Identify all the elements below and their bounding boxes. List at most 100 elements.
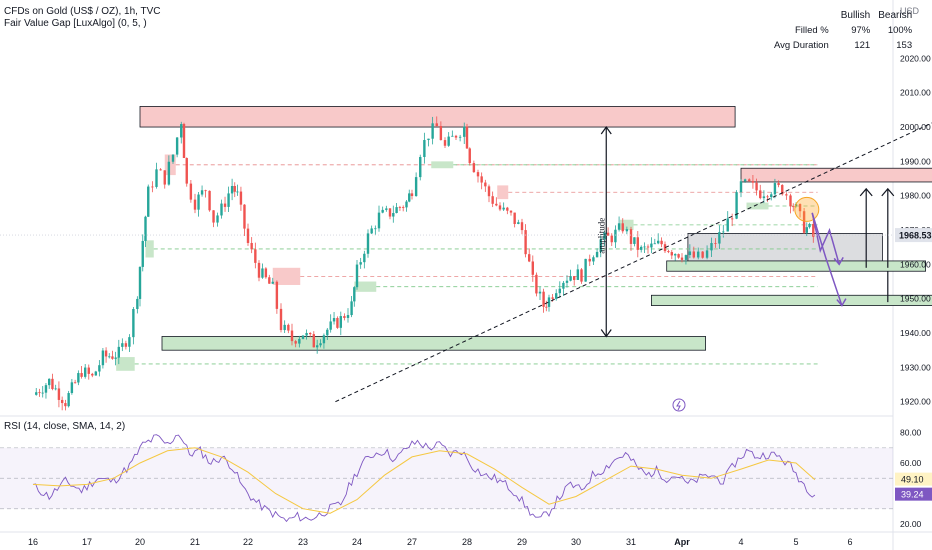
candle-body xyxy=(603,232,606,240)
symbol-legend[interactable]: CFDs on Gold (US$ / OZ), 1h, TVC xyxy=(4,6,161,17)
candle-body xyxy=(141,240,144,267)
amplitude-label: amplitude xyxy=(596,218,606,254)
candle-body xyxy=(751,181,755,183)
candle-body xyxy=(528,254,531,262)
candle-body xyxy=(38,392,41,394)
candle-body xyxy=(339,316,342,328)
candle-body xyxy=(77,373,80,383)
candle-body xyxy=(271,281,274,284)
rsi-ma-tag xyxy=(895,472,932,486)
candle-body xyxy=(73,382,77,384)
rsi-legend[interactable]: RSI (14, close, SMA, 14, 2) xyxy=(4,421,126,432)
candle-body xyxy=(730,218,734,220)
projection-path xyxy=(811,212,840,265)
zone-bullish xyxy=(161,336,706,351)
candle-body xyxy=(212,210,215,223)
candle-body xyxy=(808,223,811,228)
fvg-box-bullish xyxy=(116,357,135,371)
candle-body xyxy=(294,341,297,344)
stats-cell: 100% xyxy=(887,25,913,36)
candle-body xyxy=(480,176,483,183)
candle-body xyxy=(495,203,498,206)
candle-body xyxy=(121,343,124,347)
candle-body xyxy=(722,231,725,233)
candle-body xyxy=(610,235,613,243)
candle-body xyxy=(714,243,717,244)
candle-body xyxy=(617,223,621,230)
candle-body xyxy=(182,124,186,159)
candle-body xyxy=(189,183,193,200)
candle-body xyxy=(650,243,653,248)
stats-row-label: Avg Duration xyxy=(774,40,829,51)
fvg-box-bullish xyxy=(354,281,377,292)
candle-body xyxy=(250,242,253,250)
candle-body xyxy=(667,251,670,253)
zone-bullish xyxy=(651,294,932,306)
candle-body xyxy=(377,212,381,229)
candle-body xyxy=(766,196,769,198)
candle-body xyxy=(57,388,61,400)
candle-body xyxy=(792,206,795,208)
candle-body xyxy=(41,392,44,394)
candle-body xyxy=(812,223,815,237)
candle-body xyxy=(506,207,509,211)
candle-body xyxy=(562,282,565,289)
candle-body xyxy=(408,193,411,202)
candle-body xyxy=(132,309,135,338)
candle-body xyxy=(312,334,315,348)
candle-body xyxy=(326,329,329,336)
price-tick-label: 2020.00 xyxy=(900,53,931,63)
time-tick-label: 4 xyxy=(738,537,743,547)
time-tick-label: 6 xyxy=(847,537,852,547)
candle-body xyxy=(227,193,230,207)
zone-neutral xyxy=(687,233,883,262)
candle-body xyxy=(423,140,426,158)
candle-body xyxy=(54,388,57,390)
candle-body xyxy=(660,240,663,245)
candle-body xyxy=(223,203,227,207)
candle-body xyxy=(726,218,729,232)
price-tick-label: 1950.00 xyxy=(900,294,931,304)
indicator-legend[interactable]: Fair Value Gap [LuxAlgo] (0, 5, ) xyxy=(4,18,147,29)
candle-body xyxy=(147,186,150,217)
rsi-tick-label: 20.00 xyxy=(900,519,922,529)
zone-bullish xyxy=(666,260,927,272)
candle-body xyxy=(388,208,392,217)
time-tick-label: 29 xyxy=(517,537,527,547)
candle-body xyxy=(451,135,454,137)
candle-body xyxy=(94,371,98,376)
candle-body xyxy=(381,209,384,213)
candle-body xyxy=(580,269,583,282)
candle-body xyxy=(114,357,117,359)
candle-body xyxy=(468,148,471,164)
time-tick-label: 16 xyxy=(28,537,38,547)
candle-body xyxy=(653,243,656,245)
candle-body xyxy=(643,246,646,248)
rsi-ma-line xyxy=(32,447,816,514)
zone-bearish xyxy=(139,106,736,128)
projection-path xyxy=(811,212,843,306)
candle-body xyxy=(315,345,319,348)
stats-cell: 153 xyxy=(896,40,913,51)
candle-body xyxy=(465,126,469,149)
candle-body xyxy=(431,123,434,139)
candle-body xyxy=(487,186,491,197)
stats-col-bullish: Bullish xyxy=(840,10,871,21)
price-tick-label: 1940.00 xyxy=(900,328,931,338)
candle-body xyxy=(185,158,188,184)
candle-body xyxy=(395,207,398,214)
candle-body xyxy=(692,251,695,258)
lightning-icon xyxy=(672,398,686,412)
candle-body xyxy=(773,183,777,195)
candle-body xyxy=(565,280,569,283)
candle-body xyxy=(359,262,362,265)
rsi-tick-label: 60.00 xyxy=(900,458,922,468)
rsi-ma-value: 49.10 xyxy=(901,475,924,485)
candle-body xyxy=(233,185,236,192)
candle-body xyxy=(124,343,128,347)
candle-body xyxy=(370,228,373,234)
candle-body xyxy=(677,254,680,258)
candle-body xyxy=(419,157,422,178)
